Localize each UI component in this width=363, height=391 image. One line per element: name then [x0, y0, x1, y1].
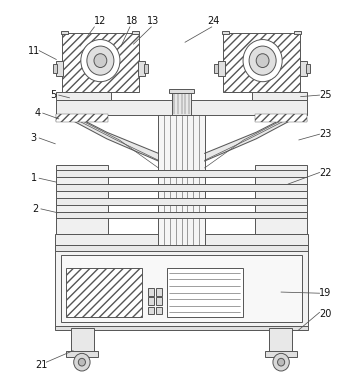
Text: 1: 1: [31, 173, 37, 183]
Bar: [56, 100, 307, 115]
Bar: [306, 64, 310, 73]
Circle shape: [243, 39, 282, 82]
Bar: [56, 184, 307, 191]
Text: 5: 5: [50, 90, 57, 100]
Bar: [53, 64, 57, 73]
Bar: [55, 234, 308, 245]
Text: 12: 12: [94, 16, 106, 26]
Bar: [156, 298, 162, 305]
Circle shape: [256, 54, 269, 68]
Bar: [224, 32, 300, 92]
Text: 18: 18: [126, 16, 138, 26]
Bar: [56, 170, 307, 177]
Bar: [56, 165, 108, 234]
Bar: [300, 61, 307, 76]
Bar: [56, 61, 63, 76]
Text: 21: 21: [35, 360, 47, 370]
Bar: [222, 31, 229, 34]
Bar: [255, 114, 307, 122]
Text: 4: 4: [34, 108, 41, 118]
Bar: [62, 32, 139, 92]
Bar: [156, 288, 162, 296]
Text: 23: 23: [319, 129, 332, 139]
Text: 19: 19: [319, 288, 332, 298]
Polygon shape: [56, 115, 158, 161]
Text: 20: 20: [319, 309, 332, 319]
Bar: [61, 255, 302, 322]
Bar: [70, 328, 94, 353]
Text: 13: 13: [147, 16, 159, 26]
Bar: [269, 328, 293, 353]
Bar: [148, 288, 154, 296]
Bar: [138, 61, 144, 76]
Bar: [66, 267, 142, 317]
Bar: [55, 245, 308, 251]
Bar: [219, 61, 225, 76]
Bar: [132, 31, 139, 34]
Circle shape: [278, 358, 285, 366]
Bar: [265, 352, 297, 357]
Bar: [156, 307, 162, 314]
Bar: [144, 64, 148, 73]
Text: 2: 2: [33, 204, 39, 214]
Bar: [55, 326, 308, 330]
Bar: [252, 92, 307, 100]
Circle shape: [87, 46, 114, 75]
Text: 24: 24: [207, 16, 220, 26]
Bar: [56, 212, 307, 219]
Bar: [56, 92, 111, 100]
Text: 22: 22: [319, 167, 332, 178]
Bar: [56, 114, 108, 122]
Circle shape: [94, 54, 107, 68]
Polygon shape: [205, 115, 307, 161]
Bar: [66, 352, 98, 357]
Circle shape: [78, 358, 85, 366]
Circle shape: [273, 353, 289, 371]
Bar: [61, 31, 68, 34]
Bar: [158, 113, 205, 245]
Text: 25: 25: [319, 90, 332, 100]
Circle shape: [249, 46, 276, 75]
Text: 3: 3: [31, 133, 37, 143]
Bar: [148, 298, 154, 305]
Circle shape: [74, 353, 90, 371]
Text: 11: 11: [28, 46, 40, 56]
Bar: [294, 31, 301, 34]
Bar: [255, 165, 307, 234]
Bar: [214, 64, 219, 73]
Circle shape: [81, 39, 120, 82]
Bar: [167, 267, 243, 317]
Bar: [148, 307, 154, 314]
Bar: [169, 89, 194, 93]
Bar: [172, 92, 191, 115]
Bar: [56, 198, 307, 205]
Bar: [55, 245, 308, 328]
